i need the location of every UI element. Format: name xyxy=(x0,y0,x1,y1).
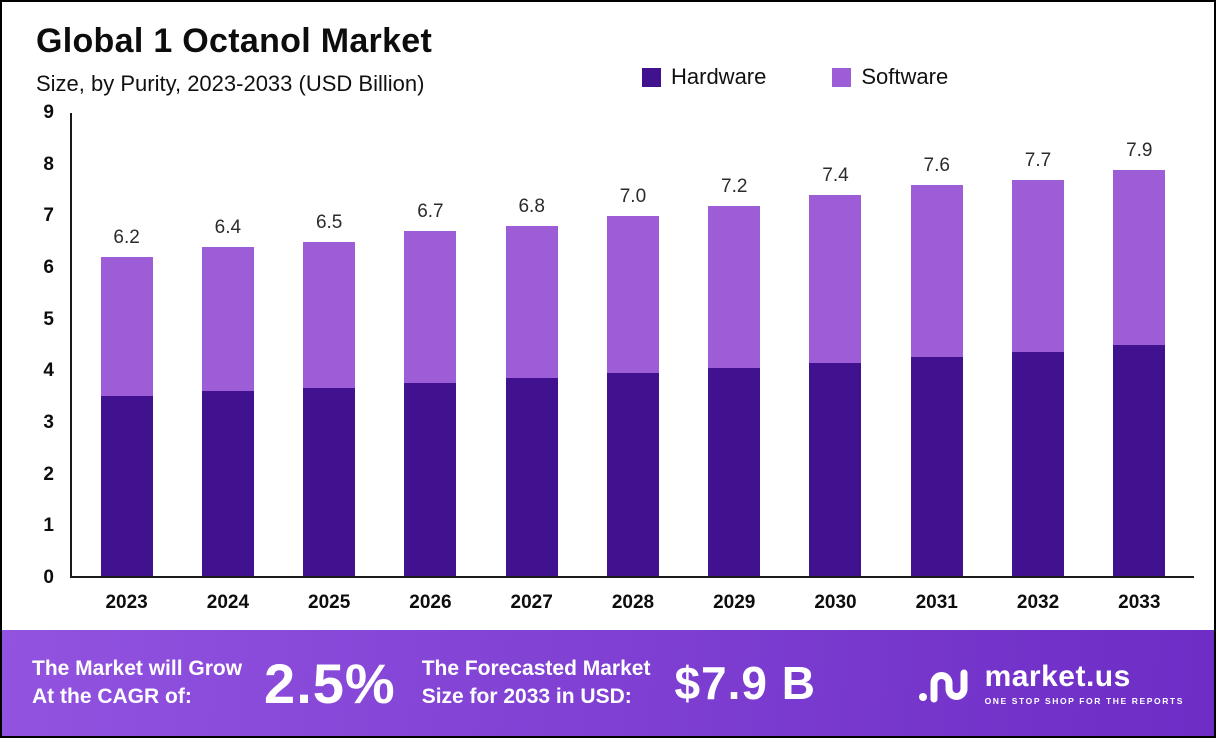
bars-container: 6.2 2023 6.4 2024 6.5 2025 6.7 2026 6.8 2027 7.0 20… xyxy=(72,113,1194,613)
bar-group-2025: 6.5 2025 xyxy=(303,113,356,613)
x-axis-label: 2030 xyxy=(814,592,857,613)
bar-segment-hardware-2025 xyxy=(303,388,356,576)
y-axis: 0 1 2 3 4 5 6 7 8 9 xyxy=(18,102,70,588)
bar-group-2029: 7.2 2029 xyxy=(708,113,761,613)
y-axis-label: 1 xyxy=(43,515,54,537)
x-axis-label: 2032 xyxy=(1016,592,1060,613)
x-axis-label: 2028 xyxy=(611,592,655,613)
x-axis-label: 2026 xyxy=(409,592,452,613)
x-axis-label: 2025 xyxy=(308,592,351,613)
legend-label: Software xyxy=(861,64,949,89)
x-axis-label: 2029 xyxy=(713,592,756,613)
bar-segment-hardware-2028 xyxy=(606,372,659,576)
bar-segment-software-2029 xyxy=(708,205,761,368)
page-title: Global 1 Octanol Market xyxy=(36,22,433,60)
bar-segment-software-2024 xyxy=(201,246,254,391)
bar-segment-software-2030 xyxy=(809,195,862,363)
bar-segment-hardware-2026 xyxy=(404,383,457,576)
cagr-label: The Market will Grow At the CAGR of: xyxy=(32,656,243,708)
bar-segment-hardware-2031 xyxy=(910,357,963,576)
x-axis-label: 2024 xyxy=(206,592,250,613)
y-axis-label: 9 xyxy=(43,102,54,123)
footer-banner: The Market will Grow At the CAGR of: 2.5… xyxy=(2,630,1214,736)
bar-total-label: 6.2 xyxy=(113,227,140,249)
y-axis-label: 0 xyxy=(43,567,54,588)
bar-group-2023: 6.2 2023 xyxy=(100,113,153,613)
legend: Hardware Software xyxy=(642,64,948,90)
bar-segment-hardware-2033 xyxy=(1113,344,1166,576)
brand-tagline: ONE STOP SHOP FOR THE REPORTS xyxy=(984,696,1184,706)
x-axis-label: 2033 xyxy=(1118,592,1161,613)
x-axis-label: 2023 xyxy=(105,592,148,613)
y-axis-label: 6 xyxy=(43,257,54,279)
y-axis-label: 2 xyxy=(43,463,54,485)
bar-segment-software-2033 xyxy=(1113,169,1166,345)
bar-segment-software-2023 xyxy=(100,257,153,396)
bar-total-label: 6.5 xyxy=(315,211,343,233)
bar-segment-software-2028 xyxy=(606,215,659,373)
bar-segment-software-2032 xyxy=(1012,179,1065,353)
y-axis-label: 3 xyxy=(43,412,54,434)
bar-total-label: 7.0 xyxy=(619,185,647,207)
page-subtitle: Size, by Purity, 2023-2033 (USD Billion) xyxy=(36,71,425,96)
brand-logo: market.us ONE STOP SHOP FOR THE REPORTS xyxy=(917,660,1184,706)
bar-segment-software-2027 xyxy=(505,226,558,378)
forecast-label: The Forecasted Market Size for 2033 in U… xyxy=(421,656,651,708)
x-axis-label: 2031 xyxy=(915,592,958,613)
cagr-value: 2.5% xyxy=(264,651,396,715)
brand-text: market.us ONE STOP SHOP FOR THE REPORTS xyxy=(985,660,1184,706)
y-axis-label: 7 xyxy=(43,205,54,227)
bar-segment-hardware-2030 xyxy=(809,362,862,576)
forecast-value: $7.9 B xyxy=(674,657,816,709)
legend-swatch-hardware xyxy=(642,67,661,87)
legend-swatch-software xyxy=(832,67,852,87)
legend-item-software: Software xyxy=(832,64,948,90)
bar-group-2030: 7.4 2030 xyxy=(809,113,862,613)
y-axis-label: 5 xyxy=(43,308,54,330)
bar-total-label: 7.6 xyxy=(923,155,950,177)
bar-total-label: 7.4 xyxy=(822,165,849,187)
y-axis-label: 8 xyxy=(43,153,54,175)
bar-total-label: 6.4 xyxy=(214,216,242,238)
x-axis-label: 2027 xyxy=(510,592,553,613)
bar-total-label: 7.9 xyxy=(1126,139,1153,161)
chart-header: Global 1 Octanol Market Size, by Purity,… xyxy=(2,2,1214,97)
bar-segment-hardware-2027 xyxy=(505,377,558,576)
bar-group-2032: 7.7 2032 xyxy=(1012,113,1065,613)
bar-group-2024: 6.4 2024 xyxy=(201,113,254,613)
bar-total-label: 7.2 xyxy=(721,175,748,197)
legend-label: Hardware xyxy=(671,64,767,89)
plot-area: 6.2 2023 6.4 2024 6.5 2025 6.7 2026 6.8 2027 7.0 20… xyxy=(70,113,1194,613)
bar-group-2027: 6.8 2027 xyxy=(505,113,558,613)
legend-item-hardware: Hardware xyxy=(642,64,766,90)
bar-group-2026: 6.7 2026 xyxy=(404,113,457,613)
y-axis-label: 4 xyxy=(43,360,54,382)
bar-segment-hardware-2032 xyxy=(1012,352,1065,576)
bar-total-label: 6.8 xyxy=(518,196,545,218)
bar-segment-hardware-2029 xyxy=(708,367,761,576)
bar-group-2033: 7.9 2033 xyxy=(1113,113,1166,613)
bar-group-2031: 7.6 2031 xyxy=(910,113,963,613)
market-us-wave-icon xyxy=(918,669,968,703)
bar-segment-software-2026 xyxy=(404,231,457,384)
bar-segment-software-2031 xyxy=(910,185,963,358)
bar-segment-hardware-2023 xyxy=(100,395,153,576)
bar-total-label: 7.7 xyxy=(1024,149,1052,171)
bar-segment-hardware-2024 xyxy=(201,390,254,576)
bar-total-label: 6.7 xyxy=(417,201,444,223)
bar-group-2028: 7.0 2028 xyxy=(606,113,659,613)
bar-segment-software-2025 xyxy=(303,241,356,389)
brand-name: market.us xyxy=(984,660,1131,693)
